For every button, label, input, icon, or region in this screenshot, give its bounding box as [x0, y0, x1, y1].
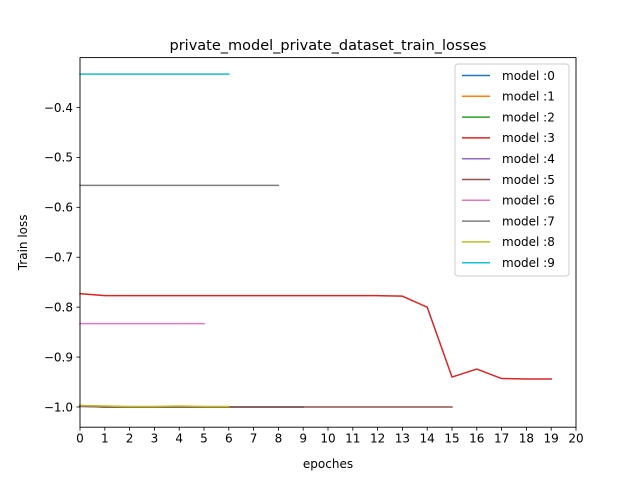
x-tick-label: 5 [200, 432, 208, 446]
legend-label-model-1: model :1 [502, 90, 555, 104]
x-tick-label: 15 [444, 432, 459, 446]
y-tick-label: −0.7 [44, 251, 73, 265]
x-axis-label: epoches [303, 457, 353, 471]
chart-title: private_model_private_dataset_train_loss… [170, 38, 487, 54]
x-tick-label: 11 [345, 432, 360, 446]
x-tick-label: 9 [299, 432, 307, 446]
x-tick-label: 3 [151, 432, 159, 446]
y-tick-label: −0.9 [44, 350, 73, 364]
x-tick-label: 1 [101, 432, 109, 446]
legend-label-model-5: model :5 [502, 173, 555, 187]
x-tick-label: 10 [320, 432, 335, 446]
legend-label-model-6: model :6 [502, 194, 555, 208]
legend: model :0 model :1 model :2 model :3 model :4… [454, 63, 570, 277]
series-line-model-3 [79, 292, 552, 380]
x-tick-label: 20 [568, 432, 583, 446]
y-axis-ticks: −1.0 −0.9 −0.8 −0.7 −0.6 −0.5 −0.4 [44, 101, 80, 414]
y-tick-label: −0.4 [44, 101, 73, 115]
x-tick-label: 7 [250, 432, 258, 446]
legend-label-model-3: model :3 [502, 131, 555, 145]
y-tick-label: −0.6 [44, 201, 73, 215]
series-line-model-8 [79, 404, 230, 408]
x-tick-label: 0 [76, 432, 84, 446]
x-tick-label: 18 [519, 432, 534, 446]
y-tick-label: −0.5 [44, 151, 73, 165]
legend-label-model-2: model :2 [502, 110, 555, 124]
x-tick-label: 16 [469, 432, 484, 446]
y-axis-label: Train loss [16, 215, 30, 272]
y-tick-label: −0.8 [44, 300, 73, 314]
x-axis-ticks: 0 1 2 3 4 5 6 7 8 9 10 11 12 13 14 15 16 17 18 19 20 [76, 427, 584, 446]
x-tick-label: 13 [395, 432, 410, 446]
x-tick-label: 19 [544, 432, 559, 446]
x-tick-label: 17 [494, 432, 509, 446]
series-layer [79, 73, 552, 408]
x-tick-label: 4 [175, 432, 183, 446]
x-tick-label: 6 [225, 432, 233, 446]
x-tick-label: 12 [370, 432, 385, 446]
legend-label-model-7: model :7 [502, 214, 555, 228]
legend-label-model-8: model :8 [502, 235, 555, 249]
y-tick-label: −1.0 [44, 400, 73, 414]
x-tick-label: 14 [420, 432, 435, 446]
x-tick-label: 8 [275, 432, 283, 446]
legend-label-model-9: model :9 [502, 256, 555, 270]
legend-label-model-0: model :0 [502, 69, 555, 83]
legend-label-model-4: model :4 [502, 152, 555, 166]
x-tick-label: 2 [126, 432, 134, 446]
